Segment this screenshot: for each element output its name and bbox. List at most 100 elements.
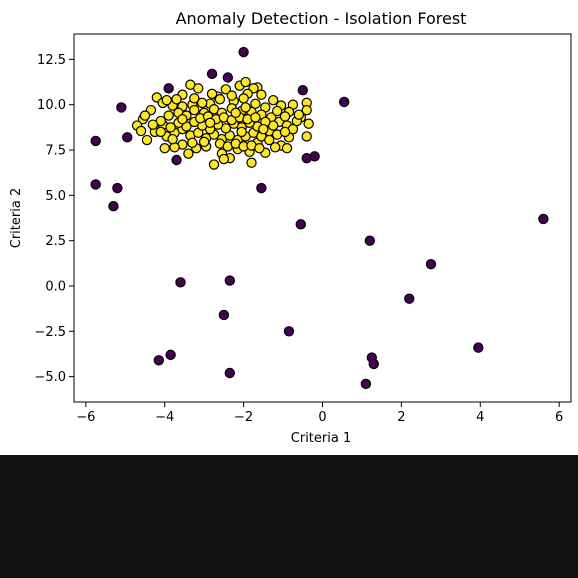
outlier-point xyxy=(163,83,174,94)
y-tick-label: −2.5 xyxy=(34,325,66,340)
inlier-point xyxy=(196,97,208,109)
inlier-point xyxy=(279,126,291,138)
inlier-point xyxy=(177,114,188,125)
outlier-point xyxy=(224,367,236,379)
inlier-point xyxy=(167,133,178,145)
y-tick-label: 10.0 xyxy=(37,98,66,113)
inlier-point xyxy=(271,105,283,117)
inlier-point xyxy=(165,122,176,133)
x-tick-label: 0 xyxy=(318,410,326,425)
outlier-point xyxy=(222,72,234,83)
x-tick-label: 2 xyxy=(397,410,405,425)
inlier-point xyxy=(159,143,170,154)
y-tick-label: 12.5 xyxy=(37,53,66,68)
outlier-point xyxy=(116,102,127,113)
inlier-point xyxy=(301,104,312,116)
y-tick-label: 0.0 xyxy=(45,279,66,294)
outlier-point xyxy=(175,277,186,288)
inlier-point xyxy=(230,107,241,119)
inlier-point xyxy=(163,110,174,121)
inlier-point xyxy=(141,134,153,146)
inlier-point xyxy=(147,119,159,130)
dark-footer-band xyxy=(0,455,578,578)
inlier-point xyxy=(301,131,312,142)
inlier-point xyxy=(139,110,151,121)
inlier-point xyxy=(189,104,200,116)
inlier-point xyxy=(161,94,172,106)
x-axis-label: Criteria 1 xyxy=(291,431,351,446)
inlier-point xyxy=(189,93,200,104)
inlier-point xyxy=(267,94,279,106)
outlier-point xyxy=(295,219,307,230)
inlier-point xyxy=(293,109,305,120)
outlier-point xyxy=(473,342,484,353)
inlier-point xyxy=(206,88,218,100)
x-axis-ticks: −6 −4 −2 0 2 4 6 xyxy=(76,402,563,425)
inlier-point xyxy=(240,76,251,88)
inlier-point xyxy=(254,143,265,154)
inlier-point xyxy=(135,125,147,137)
y-axis-ticks: −5.0 −2.5 0.0 2.5 5.0 7.5 10.0 12.5 xyxy=(34,53,74,385)
plot-frame xyxy=(73,33,572,403)
inlier-point xyxy=(183,148,194,159)
y-tick-label: 2.5 xyxy=(45,234,66,249)
inlier-point xyxy=(155,126,166,138)
inlier-point xyxy=(214,94,226,105)
inlier-point xyxy=(256,89,267,100)
inlier-point xyxy=(204,117,216,129)
inlier-point xyxy=(264,134,275,146)
outlier-point xyxy=(238,46,249,58)
inlier-point xyxy=(303,118,314,129)
outlier-point xyxy=(360,378,372,390)
outlier-point xyxy=(165,349,176,361)
outlier-point xyxy=(309,151,320,162)
y-tick-label: −5.0 xyxy=(34,370,66,385)
inlier-point xyxy=(250,112,261,123)
inlier-point xyxy=(236,126,247,138)
outlier-point xyxy=(171,154,182,166)
inlier-point xyxy=(250,98,261,109)
inlier-point xyxy=(240,102,251,113)
outlier-point xyxy=(206,68,218,80)
outlier-point xyxy=(368,358,379,370)
y-axis-label: Criteria 2 xyxy=(9,188,24,248)
inlier-point xyxy=(279,111,291,122)
x-tick-label: 6 xyxy=(555,410,563,425)
y-tick-label: 7.5 xyxy=(45,144,66,159)
inlier-point xyxy=(187,137,198,148)
inlier-point xyxy=(193,83,204,94)
inlier-point xyxy=(198,136,210,148)
inlier-point xyxy=(208,159,220,170)
outlier-point xyxy=(404,293,415,304)
outlier-point xyxy=(364,235,376,246)
outlier-point xyxy=(538,213,549,225)
outlier-point xyxy=(256,182,267,194)
inlier-point xyxy=(218,153,230,165)
outlier-point xyxy=(425,259,437,270)
outlier-point xyxy=(90,135,101,147)
chart-title: Anomaly Detection - Isolation Forest xyxy=(176,9,467,28)
x-tick-label: −2 xyxy=(234,410,253,425)
outlier-point xyxy=(108,201,119,212)
x-tick-label: 4 xyxy=(476,410,484,425)
inlier-point xyxy=(171,94,182,105)
outlier-point xyxy=(122,132,133,143)
outlier-point xyxy=(338,96,350,108)
x-tick-label: −4 xyxy=(155,410,174,425)
inlier-point xyxy=(220,84,232,95)
outlier-point xyxy=(218,309,230,321)
outlier-point xyxy=(112,182,123,194)
inlier-point xyxy=(281,143,293,154)
outlier-point xyxy=(153,355,165,366)
outlier-point xyxy=(90,179,101,190)
outlier-point xyxy=(224,275,236,286)
outlier-point xyxy=(283,326,295,337)
y-tick-label: 5.0 xyxy=(45,189,66,204)
inlier-point xyxy=(246,157,257,168)
outlier-point xyxy=(297,84,308,96)
inlier-point xyxy=(238,93,249,104)
inlier-point xyxy=(258,123,269,135)
x-tick-label: −6 xyxy=(76,410,95,425)
inlier-point xyxy=(226,90,237,101)
inlier-point xyxy=(269,142,281,153)
